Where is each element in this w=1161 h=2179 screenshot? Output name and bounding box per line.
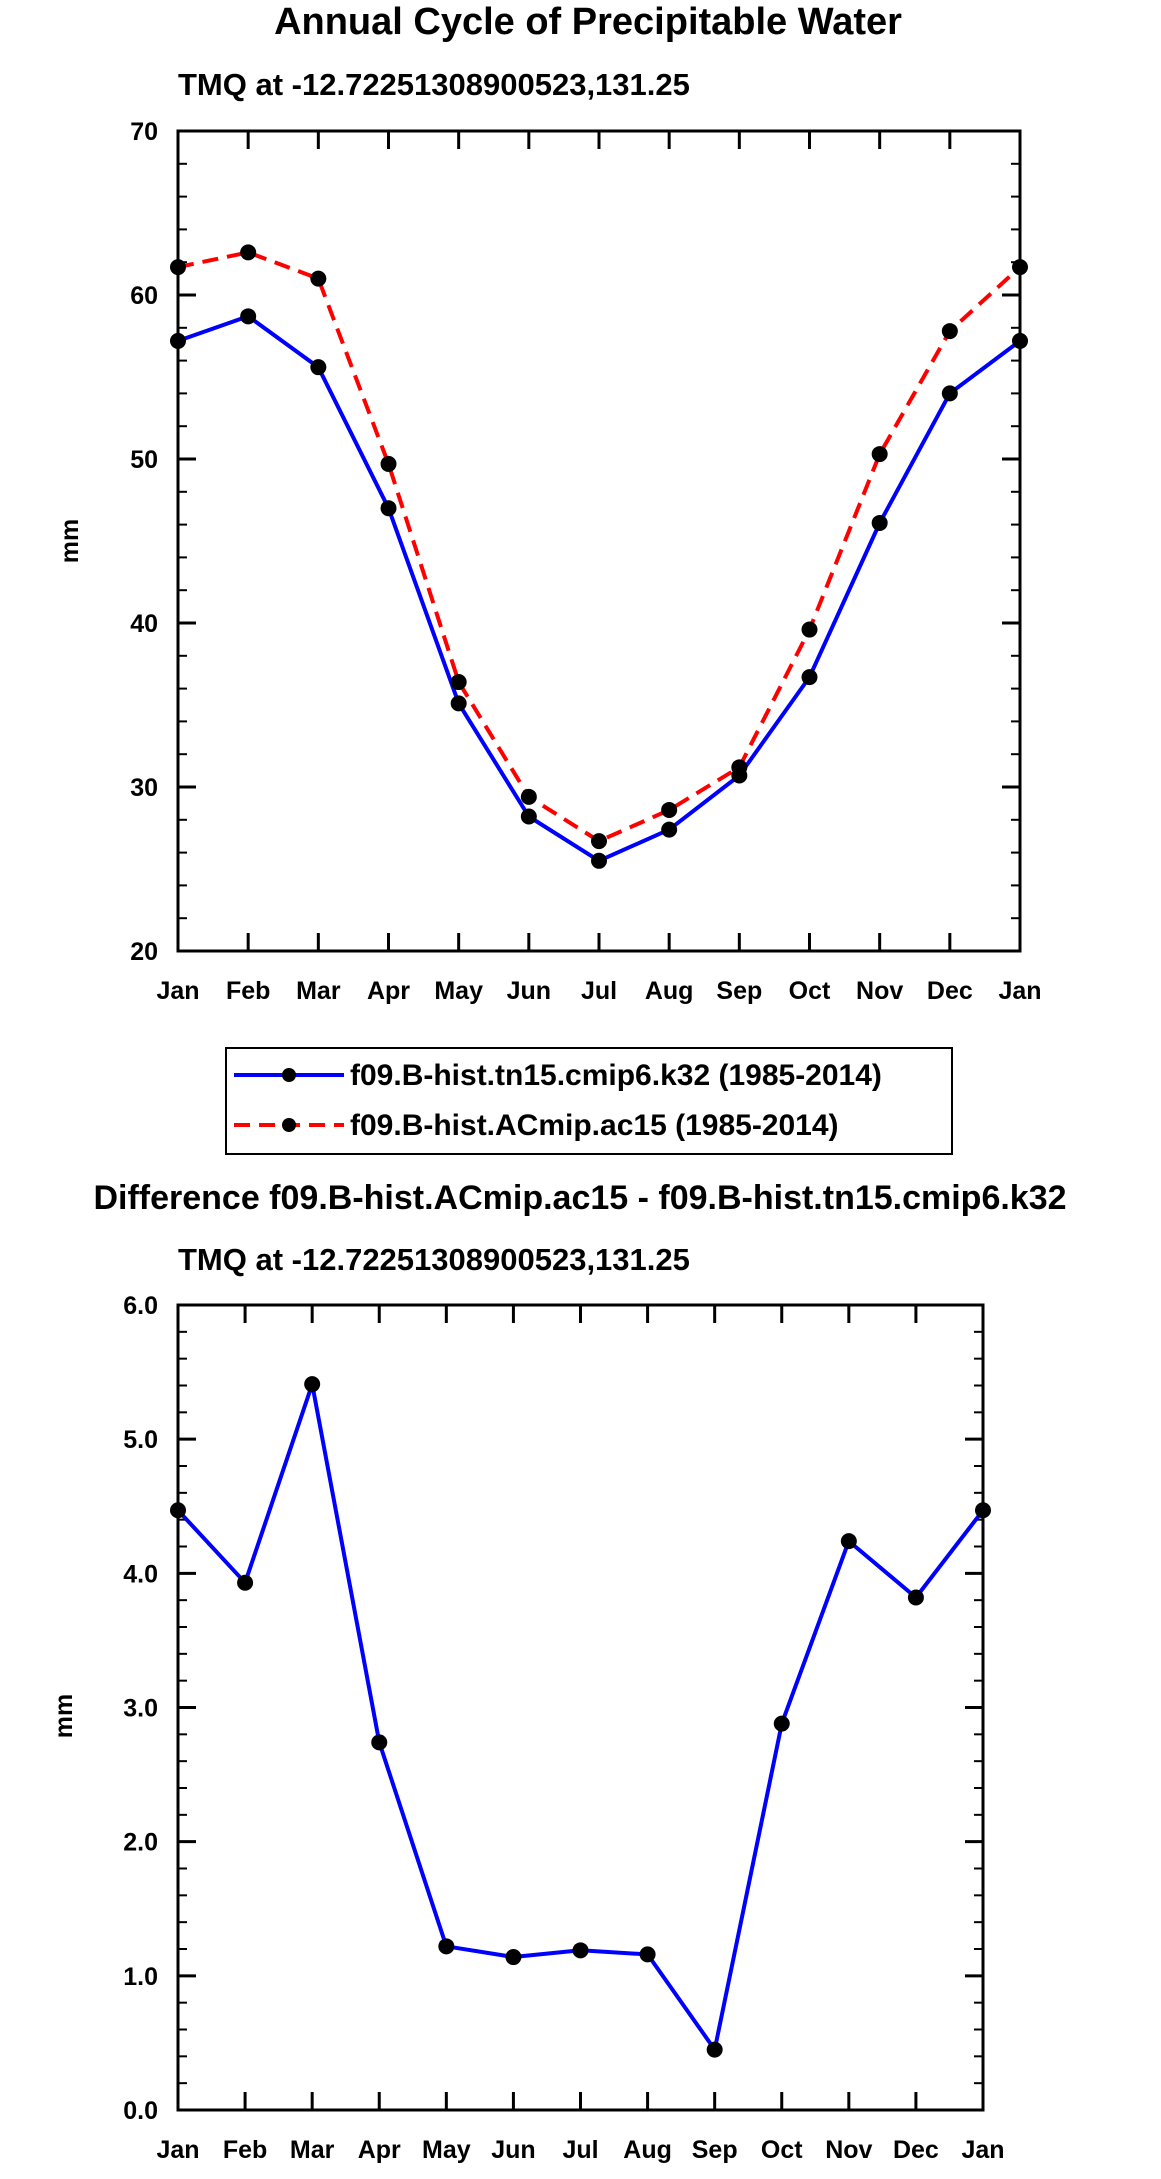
chart1-series-0-point-6: Jul: 1.19	[572, 1942, 589, 1959]
chart0-x-tick-label-jun: Jun	[507, 977, 551, 1005]
legend-marker-acmip	[282, 1118, 296, 1132]
chart0-series-0-point-5: Jun: 28.2	[520, 808, 537, 825]
chart0-series-0-point-6: Jul: 25.5	[591, 852, 607, 869]
chart1-x-tick-label-jan: Jan	[156, 2136, 199, 2164]
chart0-series-1-point-8: Sep: 31.2	[731, 759, 748, 776]
chart1-y-tick-label: 2.0	[123, 1829, 158, 1857]
chart0-series-1-point-9: Oct: 39.6	[801, 621, 818, 638]
chart1-y-tick-label: 3.0	[123, 1695, 158, 1723]
chart1-series-0-point-7: Aug: 1.16	[639, 1946, 656, 1963]
difference-subtitle: TMQ at -12.72251308900523,131.25	[178, 1242, 690, 1277]
chart1-series-0-point-0: Jan: 4.47	[170, 1502, 186, 1519]
chart1-y-tick-label: 4.0	[123, 1560, 158, 1588]
legend-label-tn15: f09.B-hist.tn15.cmip6.k32 (1985-2014)	[350, 1059, 882, 1092]
chart0-series-1-line	[177, 250, 1022, 844]
chart0-y-tick-label: 70	[130, 118, 158, 146]
chart0-series-1-point-4: May: 36.4	[450, 674, 467, 691]
chart0-series-1-point-3: Apr: 49.7	[380, 455, 397, 472]
annual-cycle-subtitle: TMQ at -12.72251308900523,131.25	[178, 67, 690, 102]
chart0-x-tick-label-sep: Sep	[716, 977, 762, 1005]
chart0-x-tick-label-oct: Oct	[789, 977, 831, 1005]
chart1-x-tick-label-jul: Jul	[562, 2136, 598, 2164]
chart1-x-tick-label-oct: Oct	[761, 2136, 803, 2164]
chart0-series-1-point-11: Dec: 57.8	[941, 323, 958, 340]
chart1-x-tick-label-may: May	[422, 2136, 471, 2164]
chart1-y-tick-label: 5.0	[123, 1426, 158, 1454]
chart1-x-tick-label-jun: Jun	[491, 2136, 535, 2164]
chart1-series-0-point-8: Sep: 0.45	[706, 2041, 723, 2058]
chart0-x-tick-label-jul: Jul	[581, 977, 617, 1005]
chart0-series-1-point-5: Jun: 29.4	[520, 788, 537, 805]
chart0-series-0-point-12: Jan: 57.2	[1012, 332, 1028, 349]
chart0-series-0-point-7: Aug: 27.4	[661, 821, 678, 838]
chart0-x-tick-label-apr: Apr	[367, 977, 410, 1005]
chart1-series-0-point-4: May: 1.22	[438, 1938, 455, 1955]
chart0-series-0-point-10: Nov: 46.1	[871, 514, 888, 531]
chart0-y-tick-label: 40	[130, 610, 158, 638]
chart1-x-tick-label-aug: Aug	[623, 2136, 672, 2164]
chart0-series-0-point-3: Apr: 47	[380, 500, 397, 517]
chart0-series-1-point-12: Jan: 61.7	[1012, 259, 1028, 276]
chart1-series-0-point-3: Apr: 2.74	[371, 1734, 388, 1751]
annual-cycle-y-axis-label: mm	[56, 519, 84, 563]
annual-cycle-title: Annual Cycle of Precipitable Water	[274, 1, 902, 43]
chart1-x-tick-label-nov: Nov	[825, 2136, 872, 2164]
chart0-x-tick-label-aug: Aug	[645, 977, 694, 1005]
chart0-x-tick-label-feb: Feb	[226, 977, 270, 1005]
legend-item-tn15: f09.B-hist.tn15.cmip6.k32 (1985-2014)	[234, 1059, 882, 1092]
difference-title: Difference f09.B-hist.ACmip.ac15 - f09.B…	[93, 1179, 1066, 1217]
chart1-series-0-point-9: Oct: 2.88	[773, 1715, 790, 1732]
chart1-series-0-point-1: Feb: 3.93	[237, 1574, 254, 1591]
chart1-x-tick-label-sep: Sep	[692, 2136, 738, 2164]
chart0-x-tick-label-dec: Dec	[927, 977, 973, 1005]
chart0-series-0-point-2: Mar: 55.6	[310, 359, 327, 376]
chart0-series-1-point-6: Jul: 26.7	[591, 833, 607, 850]
chart0-x-tick-label-jan: Jan	[156, 977, 199, 1005]
chart1-series-0-point-5: Jun: 1.14	[505, 1949, 522, 1966]
chart0-series-1-point-0: Jan: 61.7	[170, 259, 186, 276]
chart1-series-0-point-11: Dec: 3.82	[907, 1589, 924, 1606]
chart0-series-0-line	[177, 314, 1022, 863]
chart1-x-tick-label-feb: Feb	[223, 2136, 267, 2164]
legend-marker-tn15	[282, 1068, 296, 1082]
chart0-x-tick-label-nov: Nov	[856, 977, 903, 1005]
chart0-plot-frame	[176, 129, 1022, 953]
chart1-y-tick-label: 1.0	[123, 1963, 158, 1991]
legend-box	[225, 1047, 953, 1155]
chart1-x-tick-label-dec: Dec	[893, 2136, 939, 2164]
chart0-x-tick-label-jan: Jan	[998, 977, 1041, 1005]
chart0-series-1-point-10: Nov: 50.3	[871, 446, 888, 463]
chart0-series-1-point-1: Feb: 62.6	[240, 244, 257, 261]
chart0-y-tick-label: 50	[130, 446, 158, 474]
difference-chart: Difference f09.B-hist.ACmip.ac15 - f09.B…	[50, 1179, 1067, 2164]
chart0-y-tick-label: 20	[130, 938, 158, 966]
difference-plot-area: 0.0 1.0 2.0 3.0 4.0 5.0 6.0 Jan Feb Mar Apr May Jun J…	[123, 1292, 1004, 2164]
annual-cycle-chart: Annual Cycle of Precipitable Water TMQ a…	[56, 1, 1042, 1155]
chart0-y-tick-label: 60	[130, 282, 158, 310]
chart0-x-tick-label-may: May	[434, 977, 483, 1005]
chart0-series-1-point-7: Aug: 28.6	[661, 801, 678, 818]
annual-cycle-plot-area: 20 30 40 50 60 70 Jan Feb Mar Apr May Jun Jul Aug Sep O…	[130, 118, 1041, 1005]
chart0-series-0-point-4: May: 35.1	[450, 695, 467, 712]
chart1-series-0-point-2: Mar: 5.41	[304, 1376, 321, 1393]
chart0-y-tick-label: 30	[130, 774, 158, 802]
chart1-y-tick-label: 0.0	[123, 2097, 158, 2125]
chart0-series-0-point-0: Jan: 57.2	[170, 332, 186, 349]
chart0-series-0-point-9: Oct: 36.7	[801, 669, 818, 686]
chart1-x-tick-label-apr: Apr	[358, 2136, 401, 2164]
chart0-series-1-point-2: Mar: 61	[310, 270, 327, 287]
chart0-series-0-point-11: Dec: 54	[941, 385, 958, 402]
annual-cycle-legend: f09.B-hist.tn15.cmip6.k32 (1985-2014) f0…	[225, 1047, 953, 1155]
chart1-series-0-point-12: Jan: 4.47	[975, 1502, 991, 1519]
chart1-series-0-point-10: Nov: 4.24	[840, 1533, 857, 1550]
chart0-series-0-point-1: Feb: 58.7	[240, 308, 257, 325]
legend-item-acmip: f09.B-hist.ACmip.ac15 (1985-2014)	[234, 1109, 839, 1142]
legend-label-acmip: f09.B-hist.ACmip.ac15 (1985-2014)	[350, 1109, 839, 1142]
chart0-x-tick-label-mar: Mar	[296, 977, 341, 1005]
chart1-y-tick-label: 6.0	[123, 1292, 158, 1320]
chart1-x-tick-label-jan: Jan	[961, 2136, 1004, 2164]
difference-y-axis-label: mm	[50, 1694, 78, 1738]
chart1-x-tick-label-mar: Mar	[290, 2136, 335, 2164]
